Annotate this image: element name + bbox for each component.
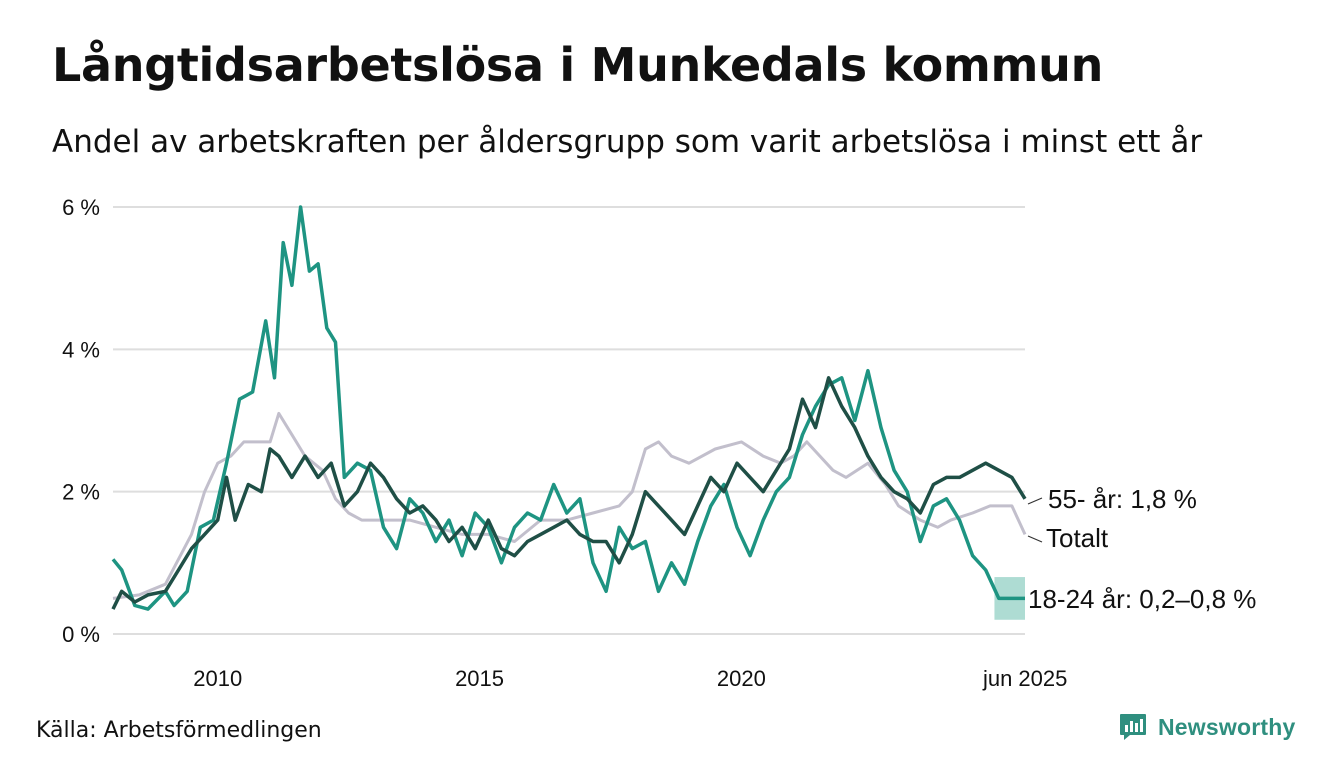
x-tick-label: 2010	[193, 666, 242, 691]
x-tick-label: 2015	[455, 666, 504, 691]
newsworthy-logo-icon	[1120, 714, 1146, 740]
chart-subtitle: Andel av arbetskraften per åldersgrupp s…	[52, 124, 1203, 160]
series-label-total: Totalt	[1046, 523, 1109, 553]
chart-title: Långtidsarbetslösa i Munkedals kommun	[52, 38, 1104, 92]
x-tick-label: 2020	[717, 666, 766, 691]
y-tick-label: 0 %	[62, 622, 100, 647]
y-axis: 0 % 2 % 4 % 6 %	[62, 195, 100, 647]
series-line-total	[112, 411, 1027, 600]
series-label-s1824: 18-24 år: 0,2–0,8 %	[1028, 584, 1256, 614]
y-tick-label: 4 %	[62, 337, 100, 362]
series-lines	[111, 205, 1027, 611]
label-leader-line	[1027, 497, 1043, 505]
x-axis: 2010 2015 2020 jun 2025	[193, 666, 1067, 691]
gridlines	[113, 206, 1025, 635]
series-line-s1824	[111, 205, 1025, 611]
label-leader-line	[1027, 535, 1043, 543]
source-note: Källa: Arbetsförmedlingen	[36, 718, 322, 743]
series-line-s55	[111, 376, 1027, 610]
brand-name: Newsworthy	[1158, 713, 1296, 740]
series-labels: 55- år: 1,8 % Totalt 18-24 år: 0,2–0,8 %	[1027, 484, 1256, 614]
brand: Newsworthy	[1118, 712, 1295, 742]
y-tick-label: 6 %	[62, 195, 100, 220]
series-label-s55: 55- år: 1,8 %	[1048, 484, 1197, 514]
x-tick-label: jun 2025	[982, 666, 1067, 691]
y-tick-label: 2 %	[62, 480, 100, 505]
